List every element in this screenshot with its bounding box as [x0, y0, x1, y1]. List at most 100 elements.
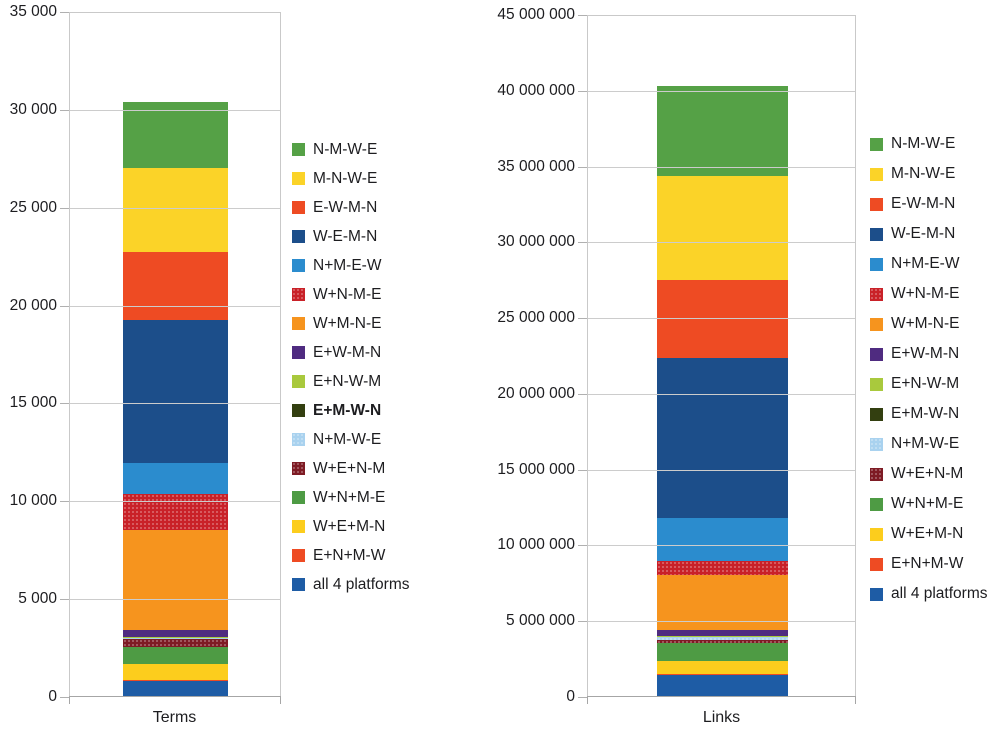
- legend-swatch: [870, 587, 883, 601]
- legend-swatch: [870, 557, 883, 571]
- legend-label: W+N-M-E: [313, 285, 382, 303]
- y-axis-tick: [578, 318, 587, 320]
- legend-item: W+N-M-E: [870, 279, 987, 309]
- y-axis-label: 15 000 000: [497, 460, 575, 478]
- y-gridline: [588, 621, 855, 623]
- legend-label: W+E+N-M: [891, 465, 964, 482]
- legend-label: E+W-M-N: [313, 343, 382, 361]
- y-gridline: [588, 90, 855, 92]
- legend-item: E+N-W-M: [870, 369, 987, 399]
- y-gridline: [588, 166, 855, 168]
- y-axis-tick: [578, 469, 587, 471]
- legend-label: W+N+M-E: [891, 495, 964, 512]
- y-gridline: [588, 469, 855, 471]
- legend-swatch: [870, 317, 883, 331]
- legend-item: W-E-M-N: [870, 219, 987, 249]
- legend-item: E+N+M-W: [292, 541, 409, 570]
- legend-item: W+N+M-E: [870, 489, 987, 519]
- y-gridline: [70, 305, 280, 307]
- legend-label: E+M-W-N: [891, 405, 960, 422]
- bar-segment-w-n-m-e: [123, 493, 228, 530]
- legend-swatch: [292, 230, 305, 243]
- legend-item: W-E-M-N: [292, 222, 409, 251]
- legend-item: W+M-N-E: [870, 309, 987, 339]
- legend-swatch: [870, 257, 883, 271]
- y-axis-label: 15 000: [9, 394, 57, 412]
- y-axis-label: 0: [566, 688, 575, 705]
- legend-label: W+M-N-E: [891, 315, 960, 332]
- legend-item: E+M-W-N: [870, 399, 987, 429]
- legend-swatch: [870, 167, 883, 181]
- legend-label: N-M-W-E: [313, 140, 378, 158]
- bar-segment-w-n-m-e: [657, 642, 788, 661]
- y-axis-tick: [578, 166, 587, 168]
- y-gridline: [588, 393, 855, 395]
- legend-label: W+M-N-E: [313, 314, 382, 332]
- legend-swatch: [292, 578, 305, 591]
- x-axis-tick-right: [855, 696, 856, 704]
- y-axis-label: 20 000: [9, 296, 57, 314]
- legend-label: E+N+M-W: [313, 546, 386, 564]
- legend-item: M-N-W-E: [870, 159, 987, 189]
- legend-label: N+M-W-E: [313, 430, 382, 448]
- legend-label: W+E+M-N: [891, 525, 964, 542]
- legend-swatch: [870, 527, 883, 541]
- bar-segment-all-4-platforms: [123, 680, 228, 696]
- legend-swatch: [292, 549, 305, 562]
- bar-segment-w-e-n-m: [657, 639, 788, 643]
- x-axis-tick-left: [69, 696, 70, 704]
- legend: N-M-W-E M-N-W-E E-W-M-N W-E-M-N N+M-E-W W+N-M…: [292, 135, 409, 599]
- legend-swatch: [870, 467, 883, 481]
- plot-area: 0 5 000 10 000 15 000 20 000 25 000 30 000 35 0…: [10, 3, 281, 705]
- bar-segment-w-e-m-n: [657, 357, 788, 519]
- y-axis-label: 35 000 000: [497, 157, 575, 175]
- y-gridline: [70, 207, 280, 209]
- legend-label: N+M-W-E: [891, 435, 960, 452]
- y-axis-label: 30 000: [9, 100, 57, 118]
- legend-item: N-M-W-E: [870, 129, 987, 159]
- legend: N-M-W-E M-N-W-E E-W-M-N W-E-M-N N+M-E-W W+N-M…: [870, 129, 987, 609]
- legend-label: E-W-M-N: [313, 198, 378, 216]
- legend-item: E+W-M-N: [292, 338, 409, 367]
- legend-label: all 4 platforms: [313, 575, 410, 593]
- legend-item: N+M-E-W: [292, 251, 409, 280]
- legend-item: E+W-M-N: [870, 339, 987, 369]
- legend-item: W+N+M-E: [292, 483, 409, 512]
- bar-segment-e-w-m-n: [657, 629, 788, 636]
- y-gridline: [588, 242, 855, 244]
- bar-segment-n-m-w-e: [123, 637, 228, 640]
- y-axis-label: 5 000 000: [506, 612, 575, 630]
- bar-segment-w-m-n-e: [657, 575, 788, 630]
- y-axis-tick: [578, 242, 587, 244]
- x-axis-tick-right: [280, 696, 281, 704]
- category-label: Terms: [152, 709, 197, 726]
- legend-swatch: [292, 317, 305, 330]
- category-label: Links: [702, 709, 741, 726]
- legend-label: all 4 platforms: [891, 585, 988, 602]
- y-gridline: [70, 403, 280, 405]
- y-axis-label: 10 000 000: [497, 536, 575, 554]
- legend-item: all 4 platforms: [292, 570, 409, 599]
- stacked-bar: [657, 16, 788, 696]
- legend-swatch: [292, 288, 305, 301]
- legend-swatch: [292, 520, 305, 533]
- bar-segment-n-m-w-e: [657, 636, 788, 640]
- y-axis-label: 20 000 000: [497, 384, 575, 402]
- bar-segment-e-n-w-m: [123, 636, 228, 638]
- y-axis-tick: [578, 545, 587, 547]
- bar-segment-w-n-m-e: [657, 561, 788, 576]
- y-axis-tick: [60, 501, 69, 503]
- bar-segment-w-m-n-e: [123, 529, 228, 630]
- y-axis-label: 10 000: [9, 492, 57, 510]
- legend-label: M-N-W-E: [313, 169, 378, 187]
- legend-label: E+N-W-M: [313, 372, 382, 390]
- legend-label: N-M-W-E: [891, 135, 956, 152]
- legend-item: N-M-W-E: [292, 135, 409, 164]
- y-axis-tick: [60, 599, 69, 601]
- legend-label: E+W-M-N: [891, 345, 960, 362]
- legend-label: W+E+N-M: [313, 459, 386, 477]
- y-axis-label: 30 000 000: [497, 233, 575, 251]
- bar-segment-n-m-e-w: [123, 462, 228, 494]
- legend-item: M-N-W-E: [292, 164, 409, 193]
